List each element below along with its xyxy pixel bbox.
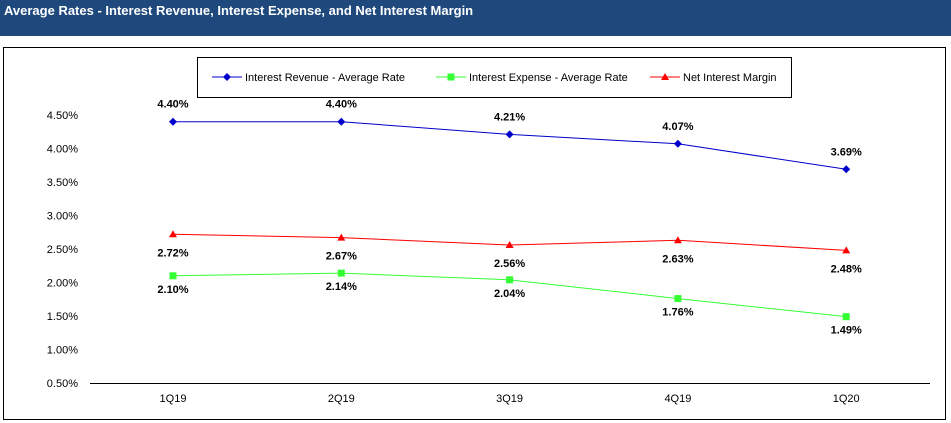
data-label: 3.69% (831, 146, 862, 158)
x-tick-label: 4Q19 (664, 393, 691, 405)
triangle-marker (661, 73, 669, 80)
square-marker (842, 313, 850, 321)
triangle-marker (169, 230, 177, 238)
diamond-marker (223, 73, 231, 81)
diamond-marker (169, 117, 177, 126)
legend-label: Interest Expense - Average Rate (469, 72, 628, 84)
diamond-marker (505, 130, 514, 139)
y-tick-label: 4.50% (47, 110, 78, 122)
data-label: 4.40% (157, 99, 188, 111)
triangle-marker (505, 240, 514, 248)
data-label: 2.14% (326, 281, 357, 293)
data-label: 1.49% (831, 325, 862, 337)
y-tick-label: 1.50% (47, 311, 78, 323)
page-title: Average Rates - Interest Revenue, Intere… (4, 3, 474, 18)
header-bar: Average Rates - Interest Revenue, Intere… (0, 0, 951, 36)
y-tick-label: 0.50% (47, 378, 78, 390)
data-label: 4.21% (494, 111, 525, 123)
y-tick-label: 2.00% (47, 278, 78, 290)
data-label: 2.63% (662, 253, 693, 265)
y-tick-label: 2.50% (47, 244, 78, 256)
y-tick-label: 1.00% (47, 345, 78, 357)
square-marker (506, 276, 514, 284)
diamond-marker (673, 139, 682, 148)
data-label: 2.04% (494, 288, 525, 300)
diamond-marker (842, 165, 851, 174)
data-label: 2.72% (157, 247, 188, 259)
x-tick-label: 1Q19 (160, 393, 187, 405)
square-marker (447, 73, 455, 81)
legend-box (197, 57, 792, 98)
triangle-marker (673, 236, 682, 244)
y-tick-label: 3.50% (47, 177, 78, 189)
square-marker (337, 269, 345, 277)
x-tick-label: 3Q19 (496, 393, 523, 405)
diamond-marker (337, 117, 346, 126)
square-marker (674, 295, 682, 303)
series-line (173, 121, 847, 170)
data-label: 4.40% (326, 99, 357, 111)
y-tick-label: 3.00% (47, 211, 78, 223)
data-label: 4.07% (662, 121, 693, 133)
legend-label: Interest Revenue - Average Rate (245, 72, 405, 84)
data-label: 2.48% (831, 263, 862, 275)
x-tick-label: 1Q20 (833, 393, 860, 405)
plot-border (3, 47, 946, 420)
legend-label: Net Interest Margin (683, 72, 777, 84)
data-label: 2.10% (157, 284, 188, 296)
square-marker (169, 272, 177, 280)
data-label: 1.76% (662, 307, 693, 319)
x-tick-label: 2Q19 (328, 393, 355, 405)
triangle-marker (337, 233, 346, 241)
data-label: 2.67% (326, 251, 357, 263)
data-label: 2.56% (494, 258, 525, 270)
y-tick-label: 4.00% (47, 144, 78, 156)
triangle-marker (842, 246, 851, 254)
